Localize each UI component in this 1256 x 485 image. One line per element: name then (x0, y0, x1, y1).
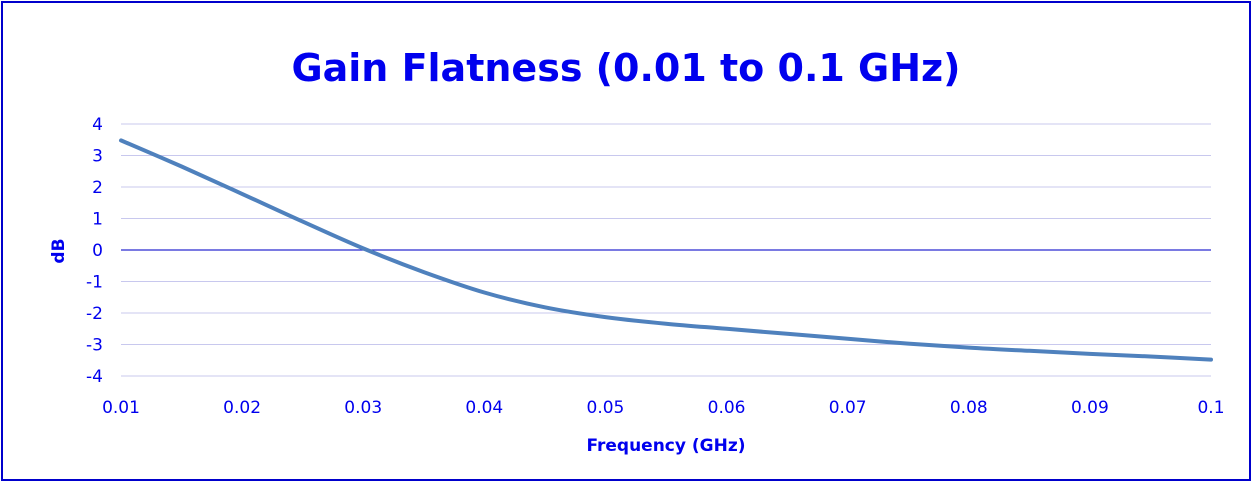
y-tick-label: 2 (92, 178, 103, 198)
y-axis-title: dB (49, 238, 69, 263)
x-axis-ticks: 0.01 0.02 0.03 0.04 0.05 0.06 0.07 0.08 0.09 0.1 (102, 398, 1224, 418)
chart-title: Gain Flatness (0.01 to 0.1 GHz) (291, 46, 960, 90)
y-tick-label: 0 (92, 241, 103, 261)
x-tick-label: 0.06 (708, 398, 746, 418)
y-tick-label: -1 (86, 273, 103, 293)
x-axis-title: Frequency (GHz) (586, 436, 745, 456)
x-tick-label: 0.09 (1071, 398, 1109, 418)
gridlines (121, 123, 1211, 377)
x-tick-label: 0.08 (950, 398, 988, 418)
x-tick-label: 0.02 (223, 398, 261, 418)
x-tick-label: 0.01 (102, 398, 140, 418)
gain-flatness-chart: Gain Flatness (0.01 to 0.1 GHz) 4 3 2 1 0 -1 -… (49, 46, 1225, 456)
y-axis-ticks: 4 3 2 1 0 -1 -2 -3 -4 (86, 115, 103, 387)
y-tick-label: 3 (92, 147, 103, 167)
y-tick-label: -2 (86, 304, 103, 324)
x-tick-label: 0.1 (1197, 398, 1224, 418)
y-tick-label: 4 (92, 115, 103, 135)
y-tick-label: 1 (92, 210, 103, 230)
y-tick-label: -3 (86, 336, 103, 356)
x-tick-label: 0.07 (829, 398, 867, 418)
x-tick-label: 0.05 (587, 398, 625, 418)
x-tick-label: 0.03 (344, 398, 382, 418)
x-tick-label: 0.04 (465, 398, 503, 418)
gain-series-line (119, 138, 1213, 362)
y-tick-label: -4 (86, 367, 103, 387)
